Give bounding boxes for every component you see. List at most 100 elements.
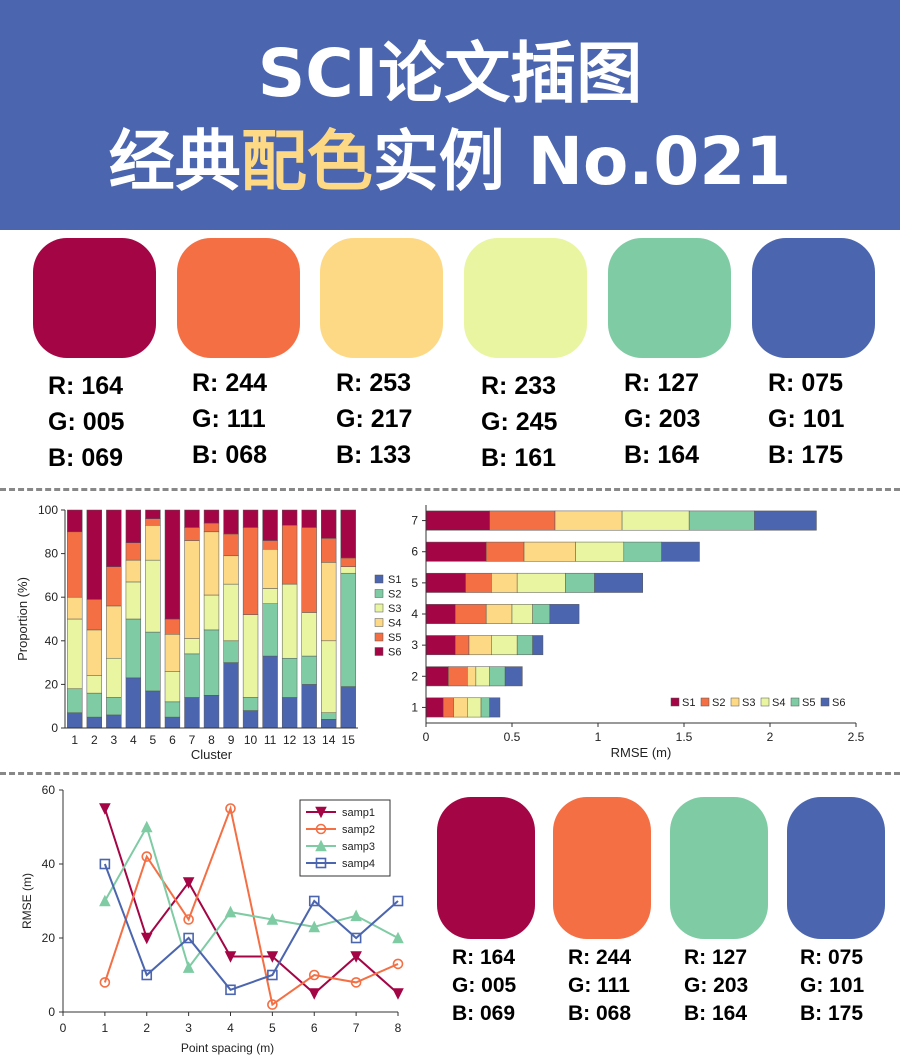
bar-segment-s2: [106, 697, 122, 716]
bar-segment-s6: [532, 635, 544, 656]
swatch-bottom-2: [553, 797, 651, 939]
bar-segment-s2: [442, 697, 454, 718]
data-point-samp2: [183, 914, 194, 925]
x-tick-label: 5: [150, 733, 157, 747]
bar-segment-s2: [340, 572, 356, 687]
bar-segment-s4: [125, 559, 142, 583]
data-point-samp4: [392, 895, 404, 907]
title-line-1: SCI论文插图: [257, 35, 643, 112]
swatch-top-2: [177, 238, 300, 358]
bar-segment-s1: [301, 684, 317, 729]
swatch-bottom-1: [437, 797, 535, 939]
bar-segment-s4: [475, 666, 490, 687]
bar-segment-s5: [565, 572, 595, 593]
bar-segment-s2: [301, 655, 317, 685]
data-point-samp2: [308, 969, 320, 981]
title-highlight: 配色: [240, 123, 373, 200]
legend-label: S2: [712, 697, 725, 709]
legend-swatch: [374, 632, 384, 642]
title-line-2-pre: 经典: [108, 123, 241, 200]
x-tick-label: 14: [322, 733, 336, 747]
x-tick-label: 1: [102, 1021, 109, 1035]
legend-label: S6: [388, 647, 401, 659]
bar-segment-s5: [223, 533, 239, 557]
bar-segment-s3: [184, 638, 200, 655]
bar-segment-s4: [203, 531, 220, 596]
y-tick-label: 80: [45, 547, 59, 561]
bar-segment-s6: [301, 509, 317, 528]
x-tick-label: 5: [269, 1021, 276, 1035]
legend-label: samp3: [342, 841, 375, 853]
x-axis-title: Point spacing (m): [181, 1041, 274, 1055]
bar-segment-s4: [491, 635, 518, 656]
x-tick-label: 1: [595, 730, 602, 744]
bar-segment-s5: [203, 522, 220, 533]
bar-segment-s2: [448, 666, 468, 687]
bar-segment-s6: [145, 509, 161, 519]
bar-segment-s1: [281, 697, 298, 729]
legend-marker: [315, 806, 327, 819]
bar-segment-s4: [516, 572, 566, 593]
bar-segment-s2: [262, 603, 278, 657]
legend-swatch: [374, 618, 384, 627]
x-tick-label: 1: [71, 733, 78, 747]
y-tick-label: 3: [411, 638, 418, 652]
bar-segment-s3: [523, 541, 576, 562]
bar-segment-s1: [223, 662, 239, 729]
bar-segment-s2: [145, 631, 161, 692]
data-point-samp4: [99, 858, 111, 870]
x-tick-label: 3: [110, 733, 117, 747]
bar-segment-s6: [67, 509, 83, 533]
bar-segment-s6: [594, 572, 643, 593]
rgb-b: B: 069: [452, 1002, 516, 1025]
title-line-2-post: 实例 No.021: [372, 123, 792, 200]
bar-segment-s2: [67, 688, 83, 713]
bar-segment-s4: [223, 555, 239, 585]
title-line-2: 经典配色实例 No.021: [0, 122, 900, 202]
x-tick-label: 2: [91, 733, 98, 747]
y-tick-label: 0: [51, 721, 58, 735]
data-point-samp3: [182, 961, 195, 973]
bar-segment-s3: [145, 559, 161, 633]
bar-segment-s2: [86, 692, 102, 718]
bar-segment-s1: [242, 710, 259, 729]
legend-swatch: [374, 574, 384, 584]
bar-segment-s5: [532, 604, 551, 624]
x-tick-label: 8: [395, 1021, 402, 1035]
bar-segment-s5: [340, 557, 356, 567]
y-tick-label: 40: [45, 634, 59, 648]
data-point-samp1: [350, 951, 362, 963]
rgb-values-bottom-3: R: 127 G: 203 B: 164: [684, 944, 748, 1028]
bar-segment-s3: [467, 666, 477, 687]
x-tick-label: 13: [302, 733, 316, 747]
data-point-samp1: [224, 951, 237, 963]
data-point-samp3: [266, 913, 279, 925]
data-point-samp4: [350, 932, 362, 944]
bar-segment-s3: [242, 614, 259, 698]
data-point-samp2: [350, 977, 362, 988]
y-axis-title: RMSE (m): [20, 873, 34, 929]
legend-label: S2: [388, 589, 401, 601]
y-tick-label: 1: [411, 700, 418, 714]
bar-segment-s6: [203, 509, 220, 524]
data-point-samp4: [141, 969, 153, 981]
bar-segment-s1: [340, 686, 356, 729]
bar-segment-s6: [184, 509, 200, 528]
bar-segment-s6: [661, 541, 700, 562]
x-axis-title: RMSE (m): [611, 745, 672, 760]
x-tick-label: 10: [244, 733, 258, 747]
legend-swatch: [374, 589, 384, 598]
bar-segment-s6: [86, 509, 102, 600]
bar-segment-s3: [453, 697, 468, 718]
data-point-samp4: [183, 932, 194, 944]
bar-segment-s3: [340, 566, 356, 574]
series-line-samp1: [103, 808, 399, 995]
x-tick-label: 6: [169, 733, 176, 747]
legend-marker: [315, 857, 327, 869]
legend-swatch: [374, 603, 384, 613]
x-tick-label: 9: [228, 733, 235, 747]
data-point-samp3: [350, 909, 362, 922]
data-point-samp3: [308, 920, 321, 933]
bar-segment-s4: [575, 541, 625, 562]
bar-segment-s3: [164, 671, 181, 703]
